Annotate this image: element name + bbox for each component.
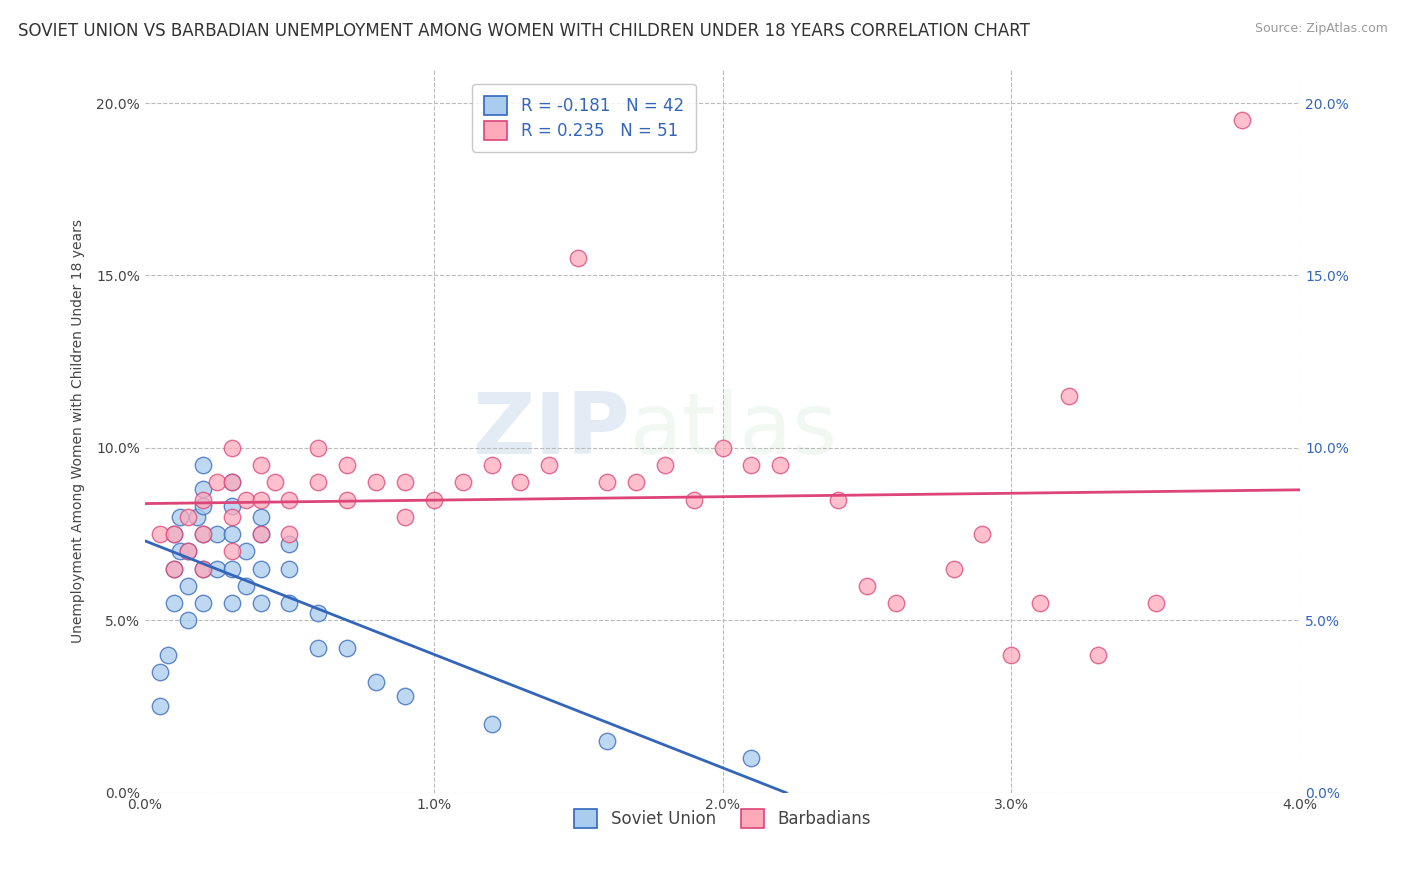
Point [624, 475, 647, 490]
Point [682, 492, 704, 507]
Point [169, 544, 191, 558]
Point [249, 527, 271, 541]
Point [191, 561, 214, 575]
Point [177, 509, 200, 524]
Point [249, 527, 271, 541]
Point [596, 475, 619, 490]
Point [364, 675, 387, 690]
Point [191, 492, 214, 507]
Point [509, 475, 531, 490]
Point [177, 613, 200, 627]
Point [278, 527, 301, 541]
Point [740, 751, 762, 765]
Point [177, 544, 200, 558]
Point [169, 509, 191, 524]
Point [1144, 596, 1167, 610]
Point [148, 699, 170, 714]
Point [278, 561, 301, 575]
Point [191, 596, 214, 610]
Point [307, 441, 329, 455]
Point [191, 458, 214, 472]
Point [191, 482, 214, 496]
Point [856, 579, 879, 593]
Point [451, 475, 474, 490]
Point [235, 492, 257, 507]
Point [1057, 389, 1080, 403]
Text: SOVIET UNION VS BARBADIAN UNEMPLOYMENT AMONG WOMEN WITH CHILDREN UNDER 18 YEARS : SOVIET UNION VS BARBADIAN UNEMPLOYMENT A… [18, 22, 1031, 40]
Point [481, 458, 503, 472]
Point [278, 537, 301, 551]
Text: Source: ZipAtlas.com: Source: ZipAtlas.com [1254, 22, 1388, 36]
Point [221, 596, 243, 610]
Point [884, 596, 907, 610]
Point [249, 492, 271, 507]
Text: atlas: atlas [630, 389, 838, 472]
Point [307, 607, 329, 621]
Point [221, 561, 243, 575]
Point [972, 527, 994, 541]
Point [235, 579, 257, 593]
Y-axis label: Unemployment Among Women with Children Under 18 years: Unemployment Among Women with Children U… [72, 219, 86, 642]
Point [364, 475, 387, 490]
Point [221, 527, 243, 541]
Point [1000, 648, 1022, 662]
Point [148, 527, 170, 541]
Point [336, 492, 359, 507]
Point [538, 458, 561, 472]
Point [394, 689, 416, 703]
Point [1087, 648, 1109, 662]
Point [221, 475, 243, 490]
Point [264, 475, 287, 490]
Point [1029, 596, 1052, 610]
Point [191, 561, 214, 575]
Text: ZIP: ZIP [472, 389, 630, 472]
Point [249, 596, 271, 610]
Point [769, 458, 792, 472]
Point [307, 640, 329, 655]
Point [221, 500, 243, 514]
Point [163, 527, 186, 541]
Point [157, 648, 180, 662]
Point [163, 527, 186, 541]
Point [740, 458, 762, 472]
Point [191, 527, 214, 541]
Point [148, 665, 170, 679]
Point [336, 640, 359, 655]
Point [163, 561, 186, 575]
Point [1232, 113, 1254, 128]
Point [596, 734, 619, 748]
Point [221, 544, 243, 558]
Point [221, 475, 243, 490]
Point [423, 492, 446, 507]
Point [249, 458, 271, 472]
Point [307, 475, 329, 490]
Point [207, 561, 229, 575]
Point [394, 475, 416, 490]
Legend: Soviet Union, Barbadians: Soviet Union, Barbadians [568, 803, 877, 835]
Point [481, 716, 503, 731]
Point [235, 544, 257, 558]
Point [942, 561, 965, 575]
Point [221, 509, 243, 524]
Point [207, 475, 229, 490]
Point [336, 458, 359, 472]
Point [278, 596, 301, 610]
Point [191, 527, 214, 541]
Point [177, 579, 200, 593]
Point [249, 561, 271, 575]
Point [654, 458, 676, 472]
Point [278, 492, 301, 507]
Point [221, 441, 243, 455]
Point [177, 544, 200, 558]
Point [163, 561, 186, 575]
Point [249, 509, 271, 524]
Point [207, 527, 229, 541]
Point [163, 596, 186, 610]
Point [186, 509, 208, 524]
Point [827, 492, 849, 507]
Point [191, 500, 214, 514]
Point [567, 251, 589, 265]
Point [394, 509, 416, 524]
Point [711, 441, 734, 455]
